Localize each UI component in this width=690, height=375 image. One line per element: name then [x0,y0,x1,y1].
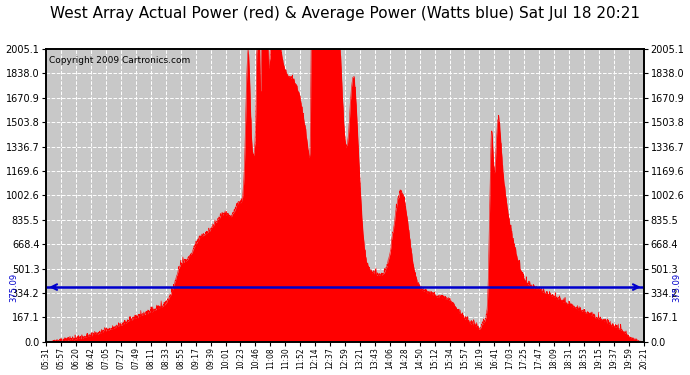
Text: 375.09: 375.09 [9,273,18,302]
Text: 375.09: 375.09 [672,273,681,302]
Text: West Array Actual Power (red) & Average Power (Watts blue) Sat Jul 18 20:21: West Array Actual Power (red) & Average … [50,6,640,21]
Text: Copyright 2009 Cartronics.com: Copyright 2009 Cartronics.com [50,56,190,65]
